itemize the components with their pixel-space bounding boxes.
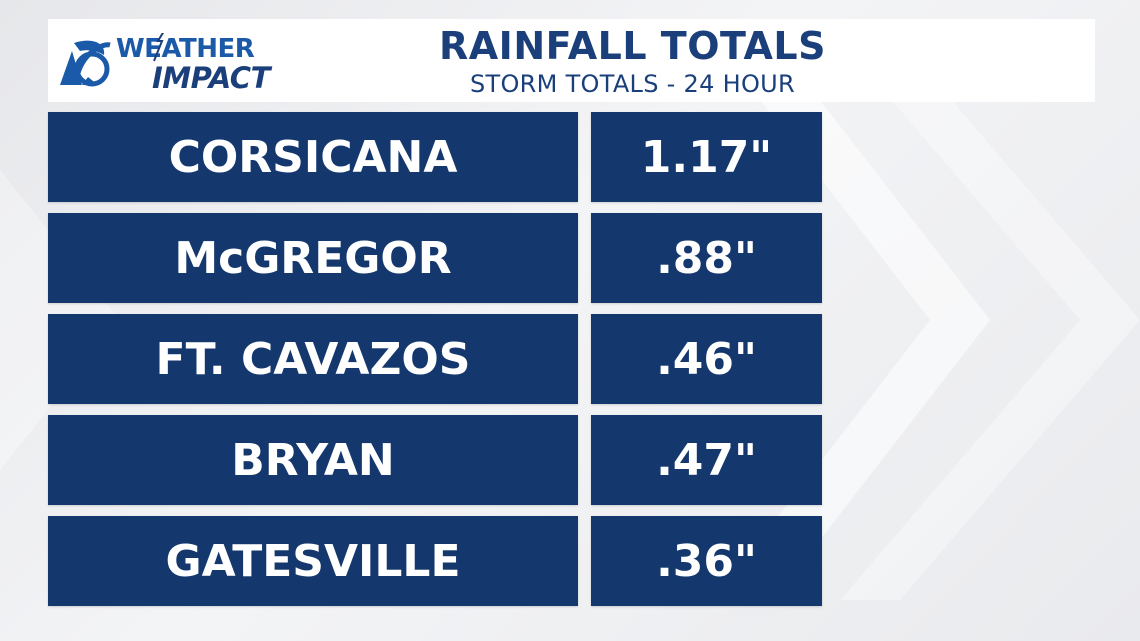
city-cell: CORSICANA: [48, 112, 578, 202]
rainfall-amount-cell: .46": [591, 314, 822, 404]
page-subtitle: STORM TOTALS - 24 HOUR: [469, 70, 796, 98]
city-cell: BRYAN: [48, 415, 578, 505]
rainfall-amount-cell: 1.17": [591, 112, 822, 202]
logo-brand-line2: IMPACT: [152, 61, 273, 93]
city-cell: FT. CAVAZOS: [48, 314, 578, 404]
weather-impact-logo: WEATHER IMPACT: [60, 33, 273, 93]
header-bar: [48, 19, 1095, 102]
city-cell: GATESVILLE: [48, 516, 578, 606]
rainfall-amount-cell: .88": [591, 213, 822, 303]
rainfall-amount-cell: .47": [591, 415, 822, 505]
channel-6-peacock-icon: [60, 40, 111, 87]
lightning-bolt-icon: [153, 33, 164, 62]
city-cell: McGREGOR: [48, 213, 578, 303]
logo-brand-line1: WEATHER: [116, 34, 255, 64]
rainfall-amount-cell: .36": [591, 516, 822, 606]
page-title: RAINFALL TOTALS: [439, 24, 826, 68]
